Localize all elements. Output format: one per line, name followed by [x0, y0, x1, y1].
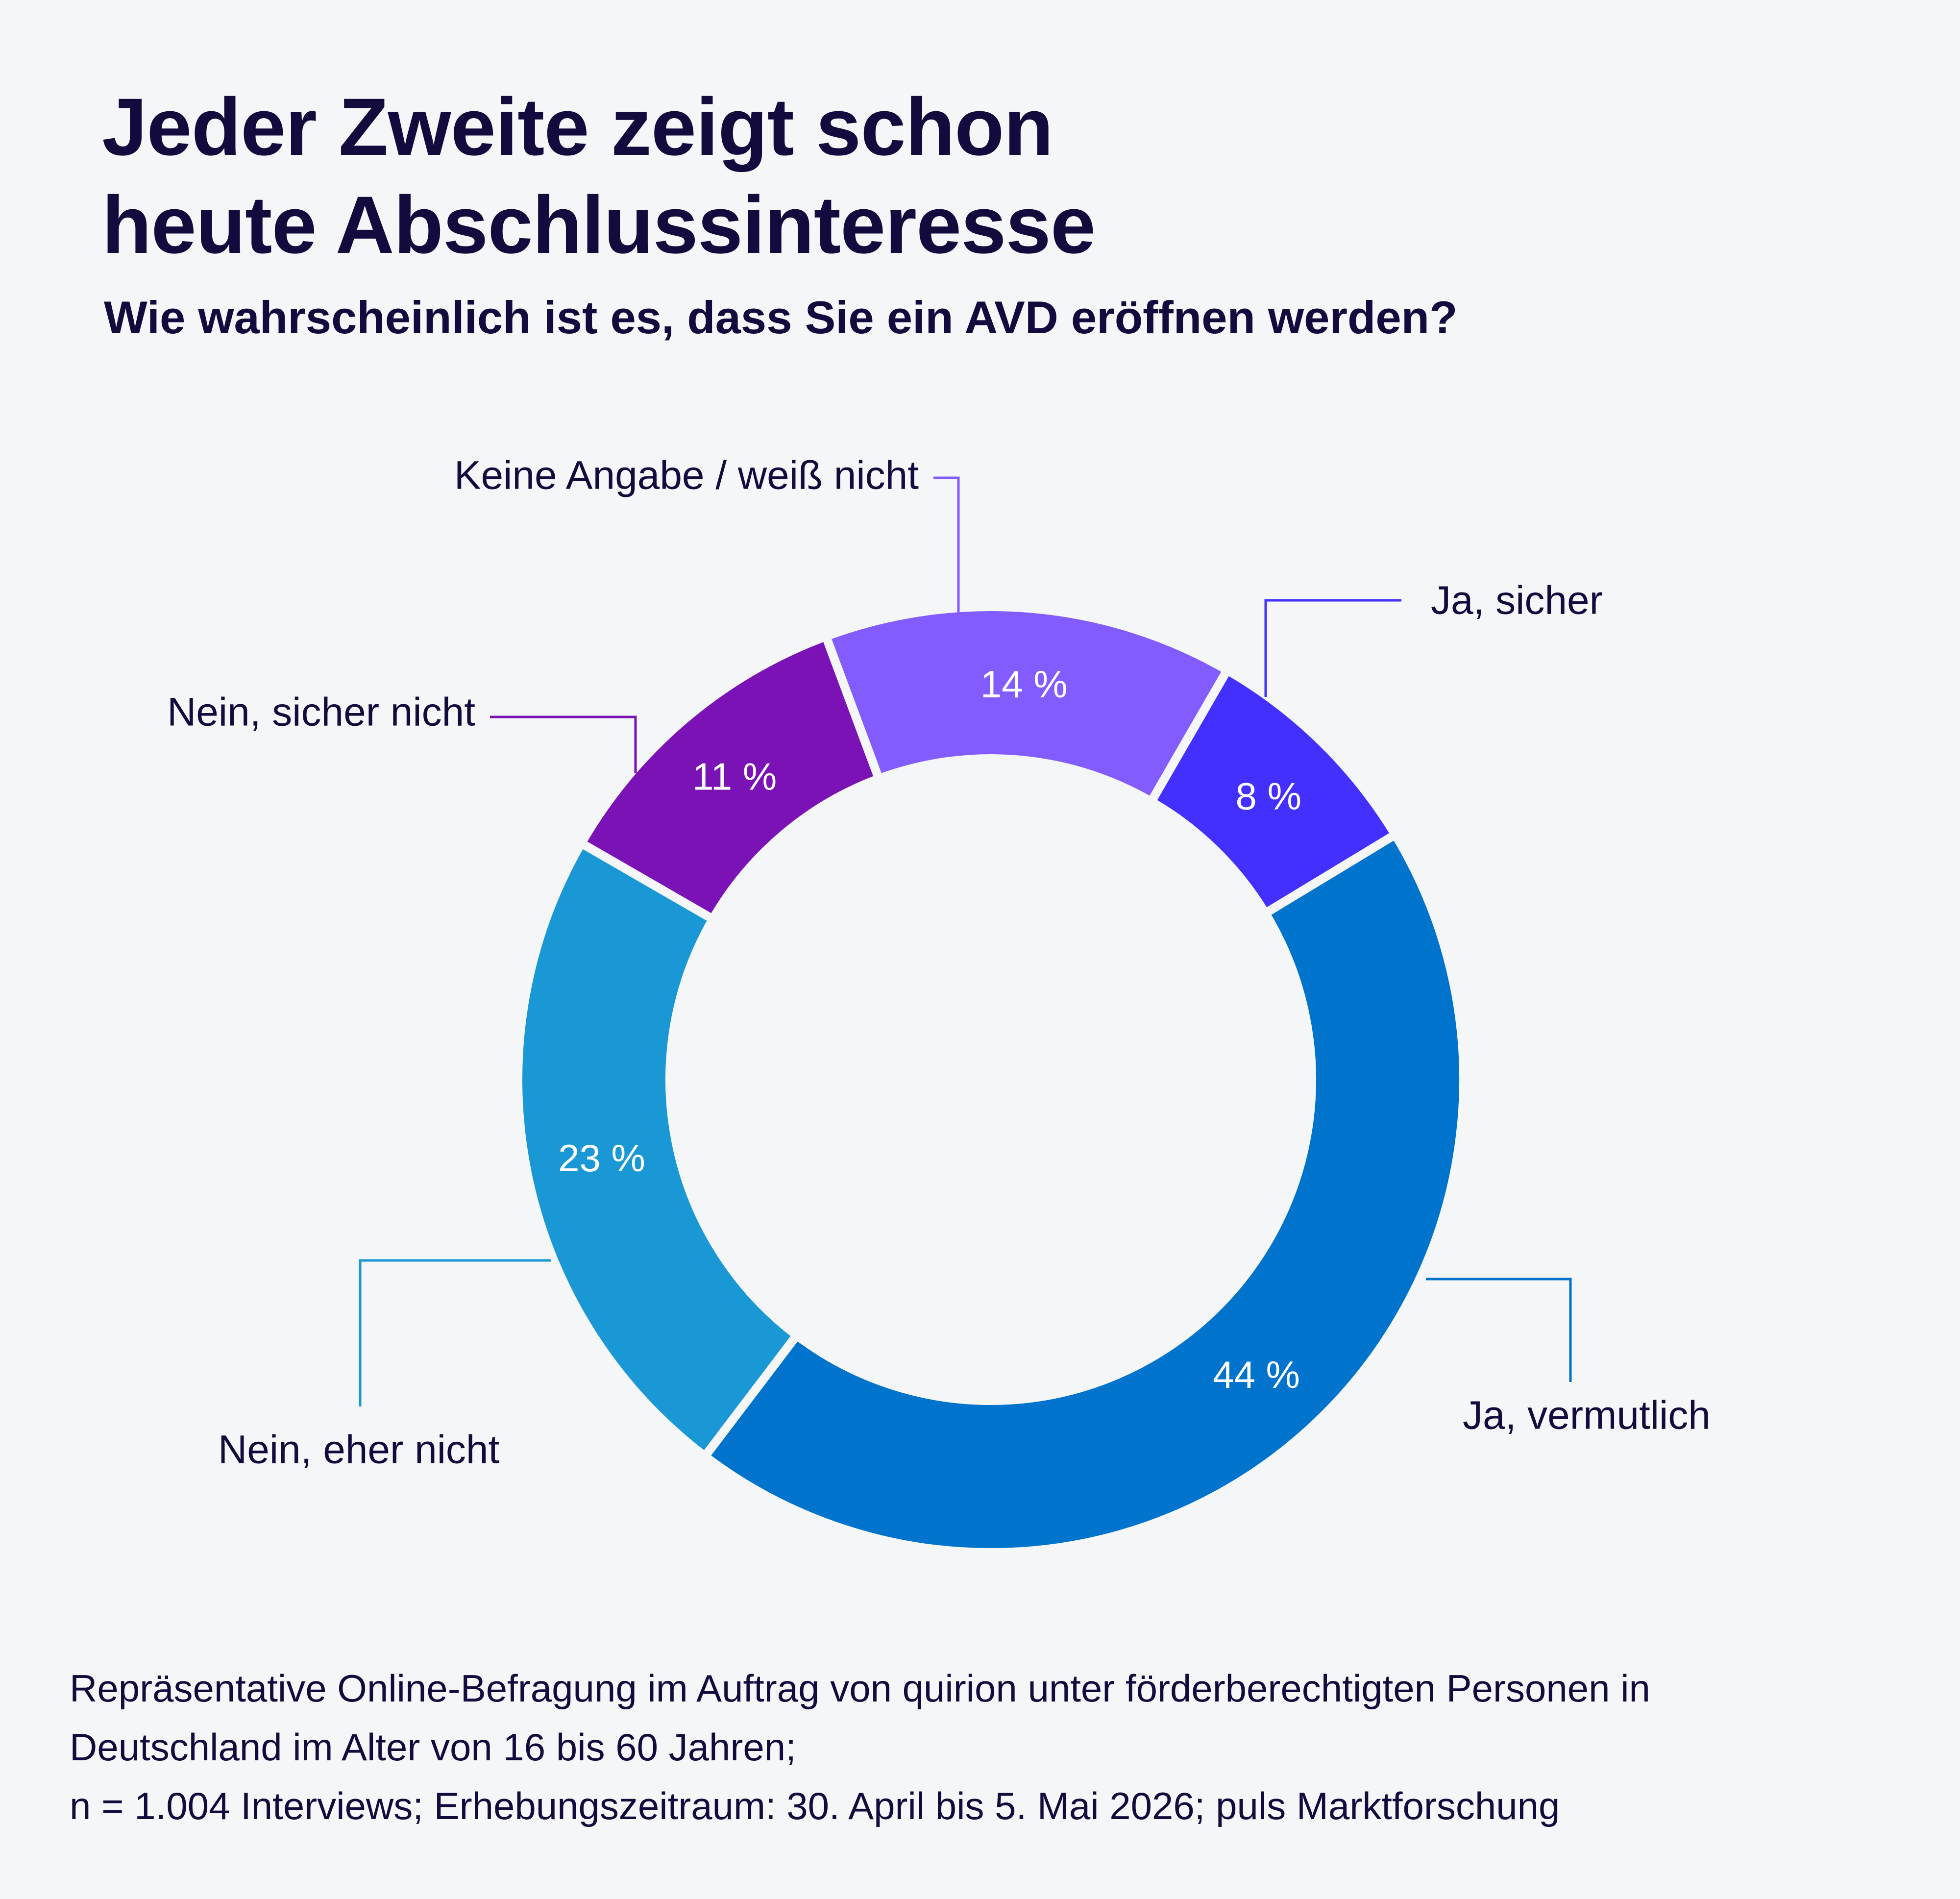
slice-keine-angabe-weiss-nicht	[820, 602, 1233, 808]
value-label-keine-angabe-weiss-nicht: 14 %	[980, 663, 1068, 706]
slice-ja-vermutlich	[698, 828, 1468, 1557]
value-label-ja-vermutlich: 44 %	[1213, 1353, 1300, 1396]
category-labels: Ja, sicher Ja, vermutlich Nein, eher nicht…	[167, 453, 1711, 1472]
leader-line-ja-vermutlich	[1426, 1278, 1572, 1382]
chart-title-line-1: Jeder Zweite zeigt schon	[102, 82, 1054, 173]
category-label-nein-eher-nicht: Nein, eher nicht	[218, 1428, 500, 1472]
category-label-ja-vermutlich: Ja, vermutlich	[1463, 1393, 1711, 1438]
leader-line-nein-sicher-nicht	[490, 715, 637, 773]
value-label-nein-eher-nicht: 23 %	[558, 1136, 645, 1180]
chart-title-line-2: heute Abschlussinteresse	[102, 180, 1096, 271]
footnote-line-1: Repräsentative Online-Befragung im Auftr…	[70, 1667, 1650, 1710]
leader-line-keine-angabe-weiss-nicht	[933, 476, 960, 614]
donut-slices	[514, 602, 1468, 1557]
category-label-nein-sicher-nicht: Nein, sicher nicht	[167, 690, 475, 735]
chart-title: Jeder Zweite zeigt schon heute Abschluss…	[102, 78, 1817, 274]
category-label-ja-sicher: Ja, sicher	[1431, 578, 1603, 623]
value-label-ja-sicher: 8 %	[1236, 774, 1301, 817]
footnote-line-3: n = 1.004 Interviews; Erhebungszeitraum:…	[70, 1784, 1560, 1827]
leader-line-ja-sicher	[1264, 599, 1401, 697]
chart-subtitle: Wie wahrscheinlich ist es, dass Sie ein …	[104, 292, 1458, 343]
source-footnote: Repräsentative Online-Befragung im Auftr…	[70, 1659, 1922, 1835]
leader-line-nein-eher-nicht	[359, 1259, 551, 1406]
value-label-nein-sicher-nicht: 11 %	[692, 755, 777, 798]
value-labels: 8 % 44 % 23 % 11 % 14 %	[558, 663, 1301, 1396]
category-label-keine-angabe-weiss-nicht: Keine Angabe / weiß nicht	[454, 453, 919, 498]
footnote-line-2: Deutschland im Alter von 16 bis 60 Jahre…	[70, 1726, 796, 1769]
leader-lines	[359, 476, 1572, 1406]
slice-nein-eher-nicht	[514, 837, 803, 1463]
